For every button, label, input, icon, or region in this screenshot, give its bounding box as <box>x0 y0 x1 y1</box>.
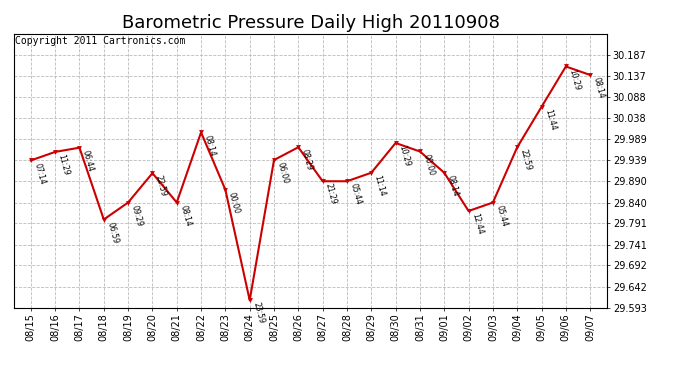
Text: 10:29: 10:29 <box>567 68 582 91</box>
Text: 07:14: 07:14 <box>32 162 46 185</box>
Text: 05:44: 05:44 <box>348 183 363 206</box>
Text: 08:29: 08:29 <box>299 148 314 172</box>
Text: 00:00: 00:00 <box>227 191 242 215</box>
Text: 22:59: 22:59 <box>519 148 533 172</box>
Text: 23:59: 23:59 <box>251 302 266 325</box>
Title: Barometric Pressure Daily High 20110908: Barometric Pressure Daily High 20110908 <box>121 14 500 32</box>
Text: 08:14: 08:14 <box>202 134 217 157</box>
Text: 11:44: 11:44 <box>543 108 558 132</box>
Text: 12:44: 12:44 <box>470 212 484 236</box>
Text: 08:14: 08:14 <box>446 174 460 198</box>
Text: 00:00: 00:00 <box>422 153 435 177</box>
Text: 06:59: 06:59 <box>105 221 119 245</box>
Text: 09:29: 09:29 <box>130 204 144 227</box>
Text: 22:59: 22:59 <box>154 175 168 198</box>
Text: 06:44: 06:44 <box>81 149 95 172</box>
Text: 06:00: 06:00 <box>275 161 290 185</box>
Text: Copyright 2011 Cartronics.com: Copyright 2011 Cartronics.com <box>15 36 186 46</box>
Text: 05:44: 05:44 <box>494 204 509 228</box>
Text: 10:29: 10:29 <box>397 144 411 168</box>
Text: 08:14: 08:14 <box>178 204 193 227</box>
Text: 11:29: 11:29 <box>57 153 71 177</box>
Text: 11:14: 11:14 <box>373 174 387 197</box>
Text: 08:14: 08:14 <box>591 76 606 100</box>
Text: 21:29: 21:29 <box>324 183 338 206</box>
